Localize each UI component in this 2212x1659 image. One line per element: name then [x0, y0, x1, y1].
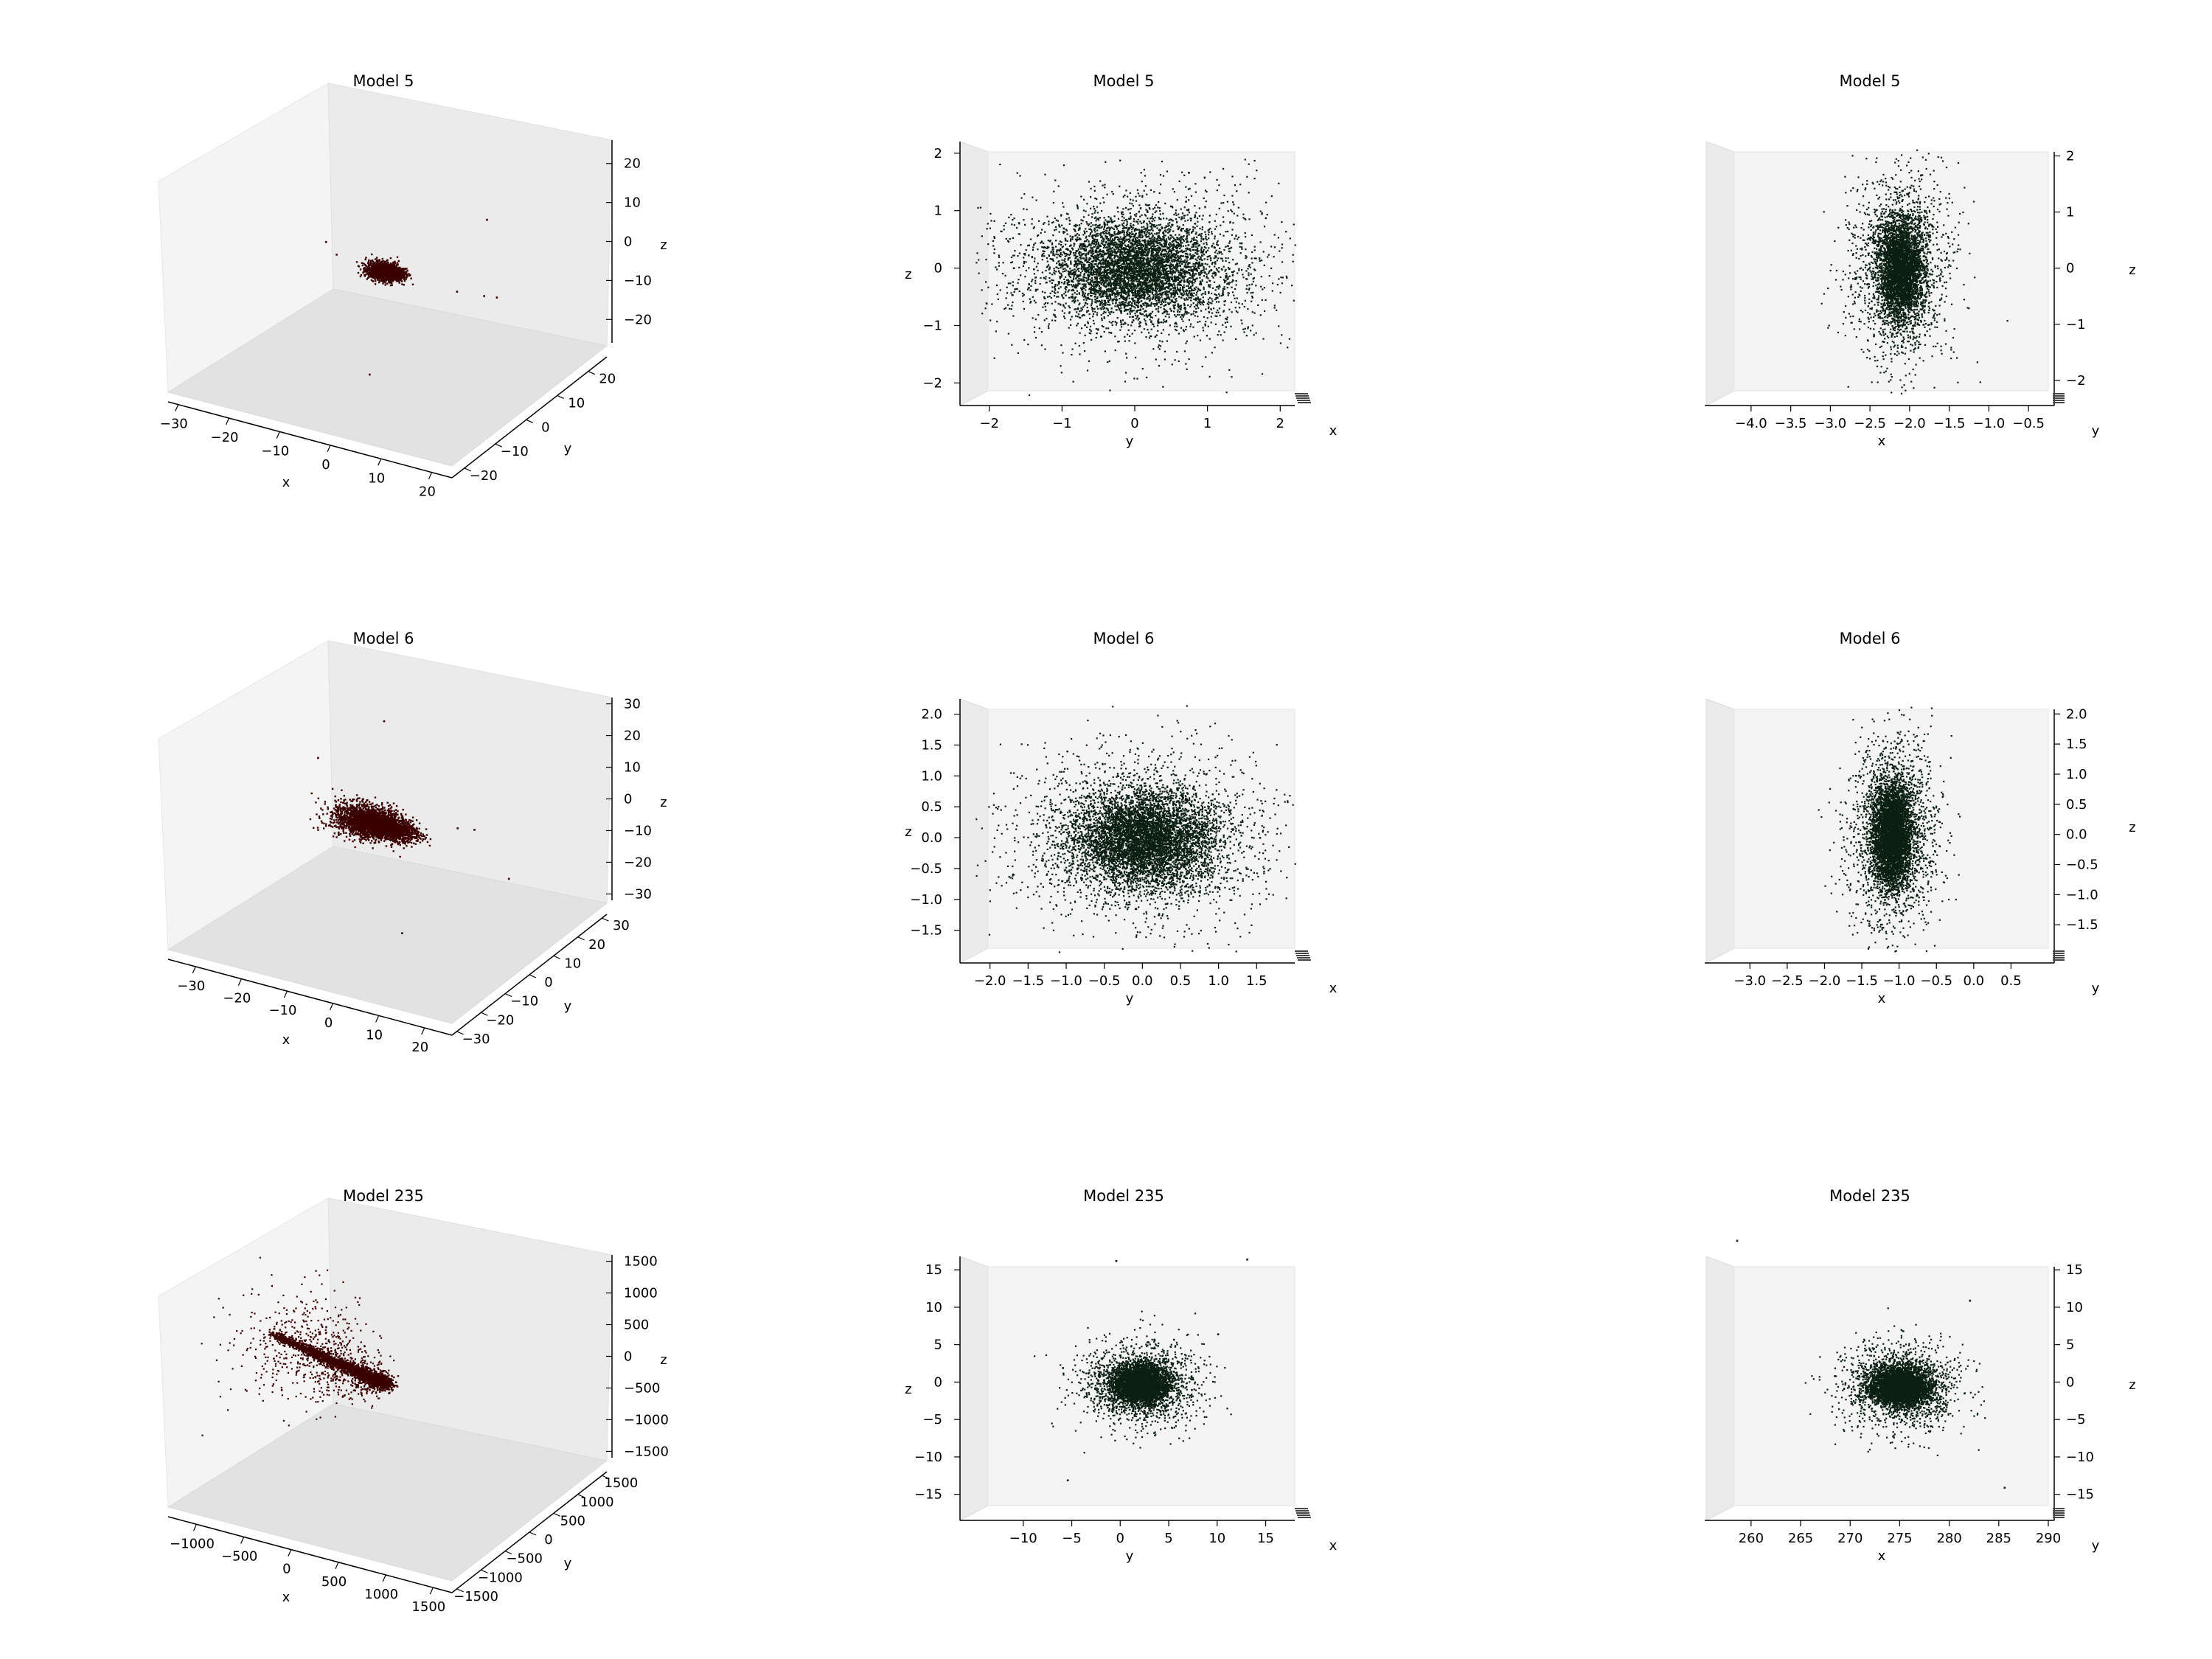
x-tick — [276, 431, 279, 438]
data-point — [370, 262, 372, 264]
data-point — [379, 259, 380, 260]
subplot-1-1: Model 5−30−20−1001020−20−1001020−20−1001… — [159, 72, 667, 500]
x-tick-label: −10 — [261, 443, 289, 459]
data-point — [363, 268, 364, 269]
y-tick-label: 10 — [568, 395, 585, 411]
data-point — [386, 260, 388, 261]
data-point — [412, 284, 414, 285]
x-tick — [327, 445, 330, 452]
data-point — [356, 261, 358, 262]
data-point — [390, 257, 392, 259]
y-axis-label: y — [564, 441, 572, 456]
data-point — [399, 267, 400, 268]
x-tick — [429, 473, 432, 479]
data-point — [396, 264, 397, 265]
y-tick-label: 20 — [599, 372, 616, 387]
data-point — [375, 280, 376, 282]
data-point — [385, 284, 386, 285]
data-point — [369, 276, 370, 277]
data-point — [360, 276, 361, 277]
y-tick — [526, 420, 533, 422]
data-point — [386, 283, 388, 285]
data-point — [372, 261, 374, 262]
y-tick — [557, 395, 564, 398]
z-tick-label: −10 — [624, 273, 652, 288]
x-tick — [378, 459, 381, 465]
data-point — [375, 283, 376, 285]
y-tick-label: −10 — [501, 444, 529, 459]
data-point — [411, 278, 412, 279]
data-point — [370, 270, 372, 271]
data-point — [358, 272, 359, 274]
x-axis-label: x — [282, 475, 291, 490]
data-point — [370, 260, 372, 262]
data-point — [385, 282, 386, 283]
data-point — [361, 262, 363, 264]
data-point — [371, 279, 372, 281]
data-point — [392, 262, 394, 263]
x-tick-label: 10 — [368, 470, 385, 486]
data-point — [378, 279, 380, 281]
data-point — [404, 268, 406, 270]
data-point — [380, 280, 382, 282]
y-tick-label: 0 — [541, 420, 549, 435]
data-point — [398, 260, 400, 262]
z-tick-label: 20 — [624, 156, 641, 172]
x-tick-label: 0 — [321, 457, 330, 473]
x-tick-label: −20 — [211, 430, 239, 445]
z-axis-label: z — [660, 237, 667, 253]
data-point — [365, 259, 366, 260]
data-point — [404, 280, 406, 282]
data-point — [394, 262, 396, 264]
data-point — [365, 257, 366, 258]
chart-title: Model 5 — [352, 72, 414, 90]
z-tick-label: −20 — [624, 312, 652, 327]
z-tick-label: 0 — [624, 234, 632, 250]
x-tick-label: −30 — [160, 417, 188, 432]
x-tick — [226, 418, 229, 425]
data-point — [406, 278, 407, 279]
data-point — [368, 260, 369, 261]
y-tick-label: −20 — [470, 468, 498, 484]
data-point — [371, 254, 372, 255]
x-tick-label: 20 — [419, 484, 436, 500]
data-point — [397, 257, 398, 258]
data-point — [406, 274, 408, 275]
x-tick — [175, 405, 178, 411]
data-point — [401, 283, 403, 285]
data-point — [358, 265, 359, 267]
z-tick-label: 10 — [624, 195, 641, 211]
y-tick — [588, 372, 595, 375]
data-point — [384, 261, 386, 262]
